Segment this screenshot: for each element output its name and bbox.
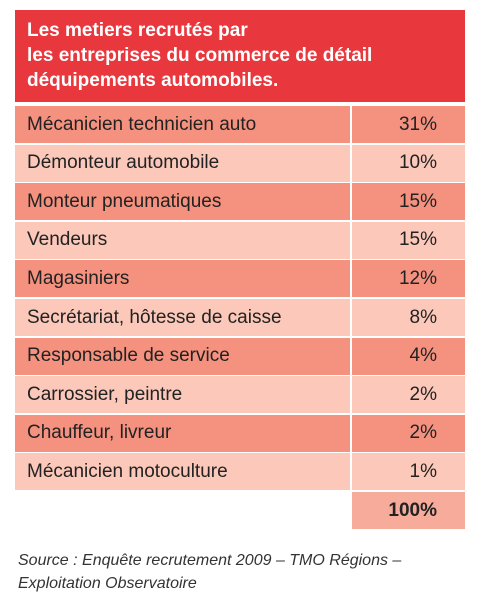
row-value: 31% [352, 106, 465, 143]
row-value: 4% [352, 337, 465, 375]
row-label: Mécanicien motoculture [15, 453, 350, 491]
row-value: 15% [352, 183, 465, 221]
row-value: 10% [352, 144, 465, 182]
source-line: Exploitation Observatoire [18, 575, 197, 592]
row-value: 1% [352, 453, 465, 491]
row-label: Carrossier, peintre [15, 376, 350, 414]
row-label: Mécanicien technicien auto [15, 106, 350, 143]
title-line: les entreprises du commerce de détail [27, 45, 373, 66]
title-line: Les metiers recrutés par [27, 20, 248, 41]
table-header: Les metiers recrutés par les entreprises … [15, 10, 465, 102]
row-value: 15% [352, 221, 465, 259]
row-value: 12% [352, 260, 465, 298]
row-label: Vendeurs [15, 221, 350, 259]
row-label: Chauffeur, livreur [15, 414, 350, 452]
row-label: Magasiniers [15, 260, 350, 298]
title-line: déquipements automobiles. [27, 70, 279, 91]
row-label: Responsable de service [15, 337, 350, 375]
total-value: 100% [352, 492, 465, 529]
row-label: Secrétariat, hôtesse de caisse [15, 299, 350, 336]
row-value: 8% [352, 299, 465, 336]
row-value: 2% [352, 376, 465, 414]
source-line: Source : Enquête recrutement 2009 – TMO … [18, 552, 402, 569]
row-label: Monteur pneumatiques [15, 183, 350, 221]
row-label: Démonteur automobile [15, 144, 350, 182]
row-value: 2% [352, 414, 465, 452]
